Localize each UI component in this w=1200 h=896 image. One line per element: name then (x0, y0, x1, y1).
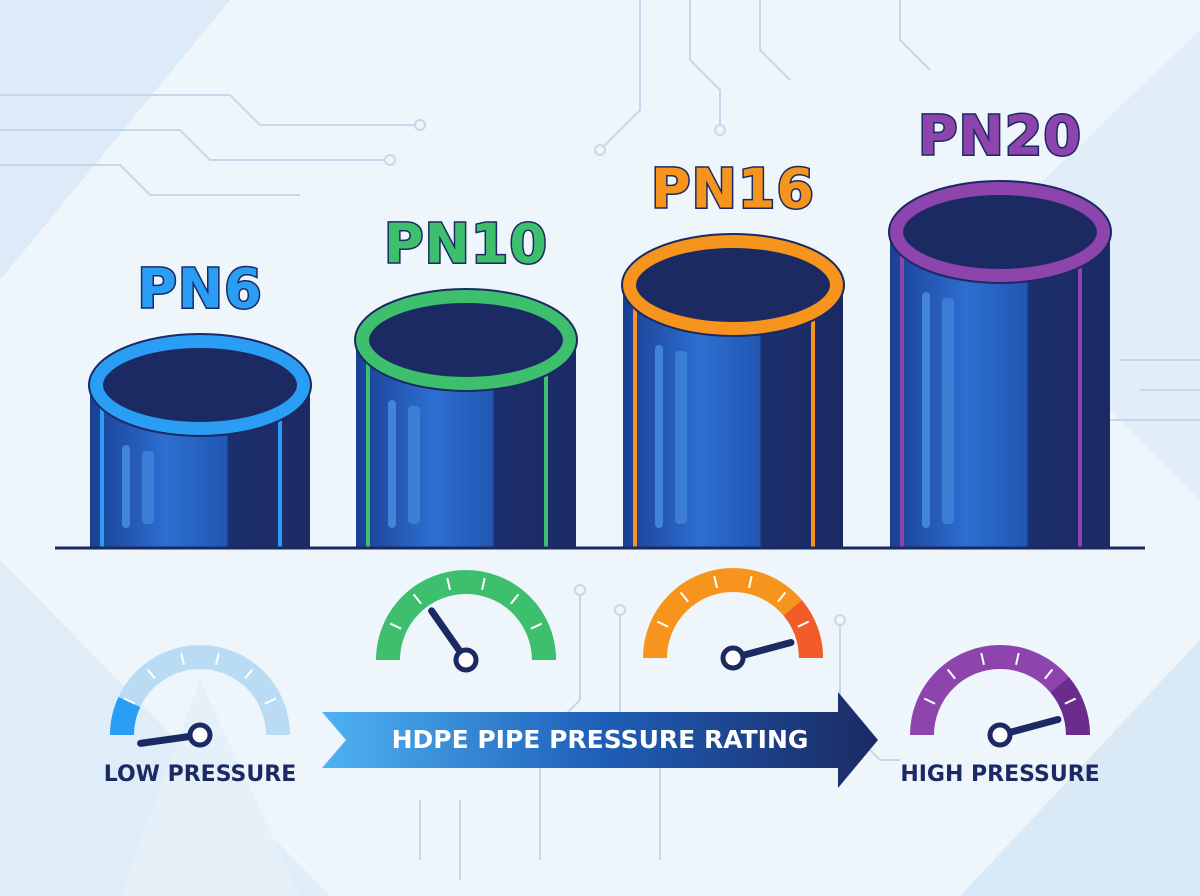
pipe-label: PN20 (918, 105, 1082, 168)
arrow-shape (322, 692, 878, 788)
pipe-highlight (675, 351, 687, 524)
pipe-rim (889, 181, 1111, 283)
gauge-hub (987, 722, 1013, 748)
gauge-tick (244, 668, 254, 680)
gauge-tick (481, 577, 486, 591)
pipe-rim-line (88, 333, 312, 437)
gauge-tick (679, 591, 689, 603)
pipe-highlight (122, 445, 130, 528)
gauge (110, 645, 290, 748)
gauge-arc-accent (110, 696, 141, 736)
pipe-rim (622, 234, 844, 336)
gauge-hub (720, 645, 746, 671)
pipe-rim (355, 289, 577, 391)
gauge-tick (777, 591, 787, 603)
pipe-rim (89, 334, 311, 436)
pipe: PN16 (621, 156, 845, 548)
low-caption: LOW PRESSURE (104, 762, 297, 787)
gauges (110, 568, 1090, 748)
pipes: PN6 PN10 PN16 PN20 (88, 103, 1112, 548)
gauge-tick (446, 577, 451, 591)
gauge-tick (980, 652, 985, 666)
pipe-highlight (142, 451, 154, 524)
banner-arrow: HDPE PIPE PRESSURE RATING (322, 692, 878, 788)
gauge-arc-accent (783, 600, 823, 659)
gauge-arc-accent (1050, 677, 1090, 736)
gauge-tick (1015, 652, 1020, 666)
banner-title: HDPE PIPE PRESSURE RATING (392, 725, 809, 754)
pipe-rim-line (354, 288, 578, 392)
pipe: PN20 (888, 103, 1112, 548)
pipe-highlight (408, 406, 420, 524)
pipe: PN6 (88, 256, 312, 548)
gauge-tick (923, 697, 936, 705)
gauge-tick (797, 620, 810, 628)
gauge (910, 645, 1090, 748)
gauge-hub (453, 647, 479, 673)
gauge-tick (389, 622, 402, 630)
gauge-tick (215, 652, 220, 666)
gauge-tick (1064, 697, 1077, 705)
gauge-tick (146, 668, 156, 680)
gauge-tick (748, 575, 753, 589)
gauge (376, 570, 556, 673)
gauge-tick (530, 622, 543, 630)
pipe-label: PN6 (137, 258, 262, 321)
pipe-rim-line (888, 180, 1112, 284)
gauge-tick (713, 575, 718, 589)
gauge-hub (187, 722, 213, 748)
pipe-highlight (388, 400, 396, 528)
gauge-tick (412, 593, 422, 605)
gauge-tick (1044, 668, 1054, 680)
pipe: PN10 (354, 211, 578, 548)
pipe-label: PN10 (384, 213, 548, 276)
gauge-tick (510, 593, 520, 605)
pipe-highlight (922, 292, 930, 528)
gauge-tick (264, 697, 277, 705)
gauge-tick (656, 620, 669, 628)
pipe-label: PN16 (651, 158, 815, 221)
gauge (643, 568, 823, 671)
pipe-rim-line (621, 233, 845, 337)
gauge-arc-accent (516, 602, 556, 661)
gauge-tick (180, 652, 185, 666)
high-caption: HIGH PRESSURE (900, 762, 1099, 787)
pipe-highlight (942, 298, 954, 524)
pipe-highlight (655, 345, 663, 528)
gauge-tick (123, 697, 136, 705)
gauge-tick (946, 668, 956, 680)
gauge-arc (110, 645, 290, 736)
